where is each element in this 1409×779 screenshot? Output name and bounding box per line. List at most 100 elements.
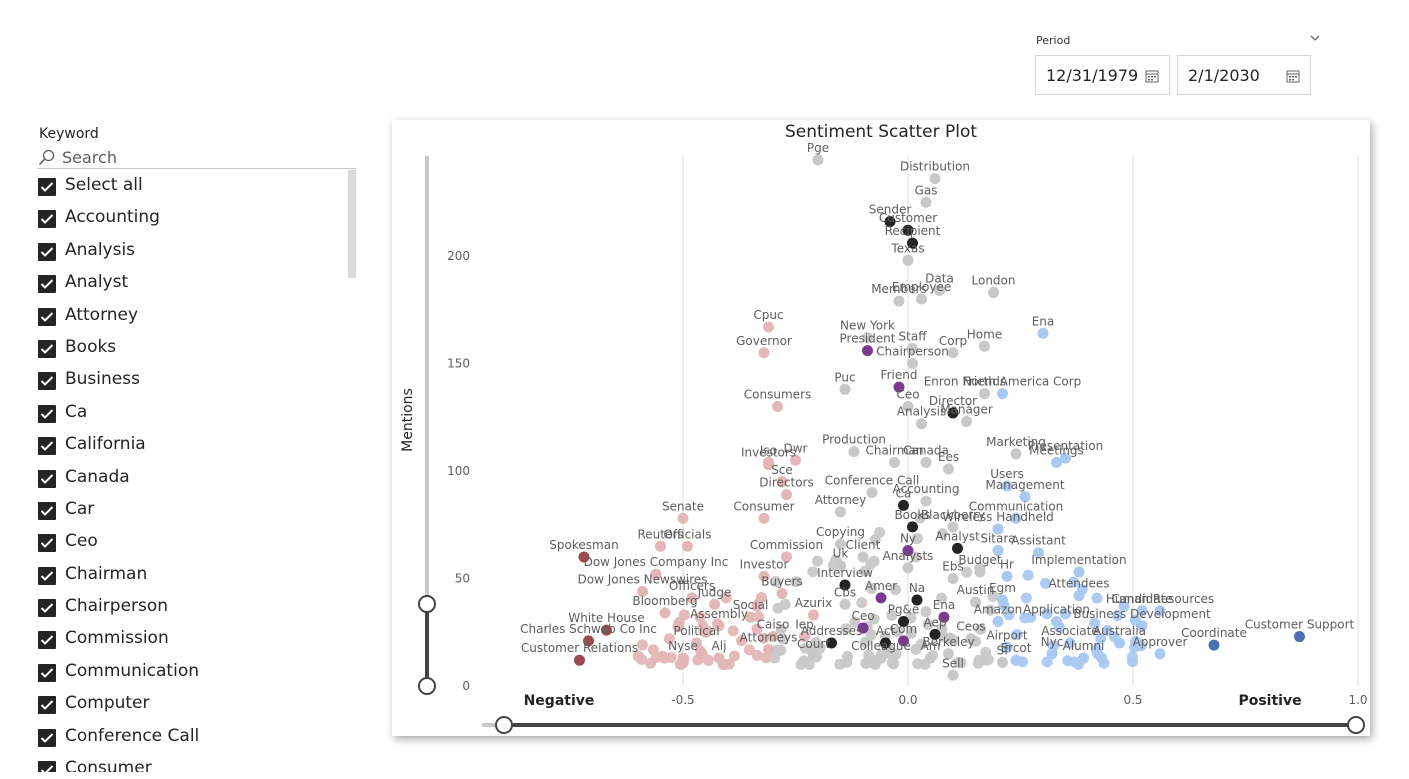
- scatter-point: [862, 345, 873, 357]
- keyword-item[interactable]: Business: [38, 366, 348, 398]
- checkbox-checked-icon[interactable]: [38, 242, 56, 261]
- point-label: Approver: [1133, 635, 1188, 649]
- keyword-item[interactable]: Consumer: [38, 755, 348, 772]
- point-label: Analysis: [897, 405, 946, 419]
- keyword-item[interactable]: Communication: [38, 658, 348, 690]
- checkbox-checked-icon[interactable]: [38, 631, 56, 650]
- scatter-point: [907, 521, 918, 533]
- scatter-point: [1051, 456, 1062, 468]
- point-label: Assistant: [1011, 534, 1066, 548]
- checkbox-checked-icon[interactable]: [38, 372, 56, 391]
- scatter-point: [947, 407, 959, 419]
- point-label: Buyers: [761, 575, 803, 589]
- keyword-item[interactable]: Chairperson: [38, 593, 348, 625]
- point-label: Copying: [816, 525, 865, 539]
- keyword-item[interactable]: Conference Call: [38, 723, 348, 755]
- keyword-item[interactable]: Canada: [38, 464, 348, 496]
- keyword-item[interactable]: Books: [38, 334, 348, 366]
- scatter-point: [1112, 610, 1124, 622]
- scatter-point: [760, 652, 772, 664]
- scatter-point: [889, 456, 900, 468]
- checkbox-checked-icon[interactable]: [38, 437, 56, 456]
- point-label: Client: [846, 538, 881, 552]
- keyword-item[interactable]: Commission: [38, 625, 348, 657]
- point-label: Human Resources: [1106, 592, 1214, 606]
- scatter-point: [1136, 605, 1148, 617]
- calendar-icon[interactable]: [1145, 69, 1159, 83]
- scatter-point: [902, 562, 914, 574]
- keyword-item[interactable]: Attorney: [38, 302, 348, 334]
- scatter-point: [1039, 577, 1051, 589]
- x-zoom-handle-right[interactable]: [1347, 716, 1365, 734]
- calendar-icon[interactable]: [1286, 69, 1300, 83]
- point-label: Com: [890, 622, 917, 636]
- checkbox-checked-icon[interactable]: [38, 534, 56, 553]
- checkbox-checked-icon[interactable]: [38, 178, 56, 196]
- keyword-label: Computer: [65, 693, 150, 714]
- point-label: Chairman: [865, 443, 923, 457]
- scatter-point: [910, 643, 922, 655]
- checkbox-checked-icon[interactable]: [38, 501, 56, 520]
- checkbox-checked-icon[interactable]: [38, 566, 56, 585]
- checkbox-checked-icon[interactable]: [38, 275, 56, 294]
- keyword-item[interactable]: California: [38, 431, 348, 463]
- checkbox-checked-icon[interactable]: [38, 404, 56, 423]
- keyword-item[interactable]: Ceo: [38, 528, 348, 560]
- y-zoom-handle-top[interactable]: [418, 595, 436, 613]
- keyword-search-input[interactable]: Search: [38, 148, 338, 168]
- checkbox-checked-icon[interactable]: [38, 339, 56, 358]
- scatter-point: [758, 570, 770, 582]
- scatter-point: [943, 648, 954, 660]
- scatter-point: [1001, 570, 1013, 582]
- scatter-point: [700, 626, 712, 638]
- checkbox-checked-icon[interactable]: [38, 728, 56, 747]
- checkbox-checked-icon[interactable]: [38, 663, 56, 682]
- keyword-item[interactable]: Analyst: [38, 269, 348, 301]
- point-label: Dwr: [784, 441, 808, 455]
- scatter-point: [834, 658, 846, 670]
- search-icon: [38, 149, 55, 166]
- point-label: Ena: [933, 598, 956, 612]
- scatter-point: [1046, 648, 1058, 660]
- checkbox-checked-icon[interactable]: [38, 307, 56, 326]
- point-label: Implementation: [1031, 553, 1126, 567]
- keyword-item[interactable]: Computer: [38, 690, 348, 722]
- point-label: Egm: [989, 581, 1016, 595]
- period-end-input[interactable]: 2/1/2030: [1177, 55, 1311, 95]
- scatter-point: [807, 566, 819, 578]
- keyword-label: Analysis: [65, 239, 136, 260]
- point-label: Political: [673, 624, 719, 638]
- point-label: Texas: [890, 241, 924, 255]
- x-tick-label: 1.0: [1348, 693, 1367, 707]
- point-label: Candidate: [1111, 592, 1172, 606]
- keyword-item[interactable]: Analysis: [38, 237, 348, 269]
- point-label: Sce: [771, 463, 793, 477]
- scatter-point: [781, 489, 792, 501]
- checkbox-checked-icon[interactable]: [38, 210, 56, 229]
- period-start-input[interactable]: 12/31/1979: [1035, 55, 1170, 95]
- checkbox-checked-icon[interactable]: [38, 599, 56, 618]
- scatter-point: [752, 611, 764, 623]
- scatter-point: [970, 596, 981, 608]
- scatter-point: [811, 555, 823, 567]
- point-label: Distribution: [900, 160, 970, 174]
- select-all-checkbox-row[interactable]: Select all: [38, 172, 348, 204]
- keyword-item[interactable]: Ca: [38, 399, 348, 431]
- checkbox-checked-icon[interactable]: [38, 696, 56, 715]
- keyword-item[interactable]: Chairman: [38, 561, 348, 593]
- point-label: Employee: [892, 280, 951, 294]
- keyword-label: Analyst: [65, 272, 129, 293]
- y-zoom-handle-bottom[interactable]: [418, 677, 436, 695]
- point-label: Act: [876, 624, 896, 638]
- point-label: Cpuc: [753, 308, 783, 322]
- checkbox-checked-icon[interactable]: [38, 761, 56, 772]
- scatter-point: [875, 592, 887, 604]
- scatter-point: [992, 523, 1004, 535]
- x-zoom-handle-left[interactable]: [495, 716, 513, 734]
- point-label: Aep: [924, 615, 947, 629]
- checkbox-checked-icon[interactable]: [38, 469, 56, 488]
- keyword-item[interactable]: Accounting: [38, 204, 348, 236]
- chevron-down-icon[interactable]: [1309, 32, 1321, 44]
- keyword-item[interactable]: Car: [38, 496, 348, 528]
- keyword-list-scrollbar[interactable]: [348, 170, 356, 278]
